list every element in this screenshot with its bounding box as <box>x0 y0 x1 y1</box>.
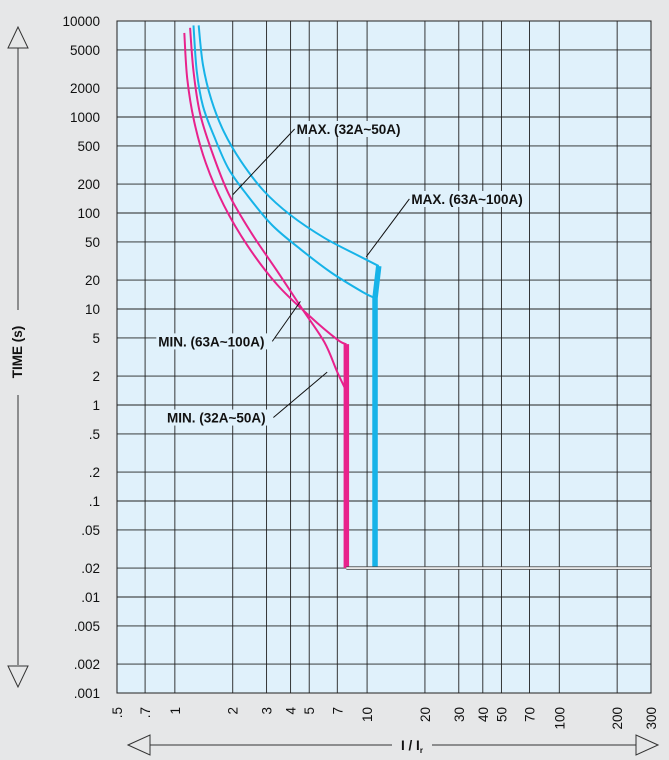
x-tick-label: 10 <box>360 707 375 722</box>
x-tick-label: 20 <box>418 707 433 722</box>
x-tick-label: 100 <box>552 707 567 730</box>
x-axis-title: I / Ir <box>401 738 423 755</box>
x-axis-arrow <box>126 734 660 756</box>
annotation-layer: MAX. (32A~50A) MAX. (63A~100A) MIN. (63A~1… <box>156 120 528 426</box>
series-min-63a-100a-line <box>183 32 347 346</box>
y-tick-label: 200 <box>77 177 100 192</box>
series-max-tripping-line <box>372 265 382 569</box>
y-tick-label: 10000 <box>62 14 100 29</box>
y-tick-label: 20 <box>85 273 100 288</box>
annotation-leader <box>365 198 410 258</box>
y-tick-label: 5000 <box>70 43 100 58</box>
x-tick-label: 3 <box>260 707 275 715</box>
annotation-label-bg <box>156 333 275 350</box>
tick-labels: .5.7 1 2 3 4 5 7 10 20 30 40 50 70 100 200 300100005000… <box>62 14 659 730</box>
x-tick-label: .7 <box>138 707 153 718</box>
annotation-label-bg <box>294 120 406 137</box>
x-tick-label: 1 <box>168 707 183 715</box>
y-tick-label: .001 <box>74 686 100 701</box>
x-tick-label: 4 <box>284 707 299 715</box>
x-tick-label: 40 <box>476 707 491 722</box>
annotation-label-bg <box>409 190 528 207</box>
annotation-label: MAX. (63A~100A) <box>411 192 522 207</box>
annotation-label: MIN. (32A~50A) <box>167 411 266 426</box>
y-tick-label: .05 <box>81 523 100 538</box>
x-tick-label: 5 <box>302 707 317 715</box>
annotation-label-bg <box>164 409 276 426</box>
x-tick-label: 2 <box>226 707 241 715</box>
y-tick-label: .01 <box>81 590 100 605</box>
x-tick-label: 200 <box>610 707 625 730</box>
y-tick-label: .005 <box>74 619 100 634</box>
y-tick-label: 1 <box>92 398 100 413</box>
x-axis-title-main: I / I <box>401 738 420 753</box>
y-tick-label: 500 <box>77 139 100 154</box>
y-tick-label: .002 <box>74 657 100 672</box>
annotation-label: MAX. (32A~50A) <box>297 122 401 137</box>
y-tick-label: 5 <box>92 331 100 346</box>
y-tick-label: 1000 <box>70 110 100 125</box>
series-max-63a-100a-line <box>197 25 380 267</box>
y-tick-label: .2 <box>89 465 100 480</box>
annotation-leader <box>271 301 301 342</box>
series-layer <box>183 25 651 570</box>
annotation-label: MIN. (63A~100A) <box>158 334 264 349</box>
y-tick-label: 50 <box>85 235 100 250</box>
annotation-leader <box>232 128 295 196</box>
y-axis-arrow <box>7 25 29 689</box>
x-tick-label: 300 <box>644 707 659 730</box>
series-max-32a-50a-line <box>192 25 376 299</box>
x-tick-label: 7 <box>330 707 345 715</box>
y-tick-label: 2000 <box>70 81 100 96</box>
x-tick-label: 70 <box>523 707 538 722</box>
series-min-32a-50a-line <box>189 27 348 392</box>
x-tick-label: .5 <box>110 707 125 718</box>
annotation-leader <box>273 371 328 418</box>
y-tick-label: 10 <box>85 302 100 317</box>
y-tick-label: .5 <box>89 427 100 442</box>
y-axis-title: TIME (s) <box>10 326 25 379</box>
y-tick-label: 100 <box>77 206 100 221</box>
y-tick-label: .02 <box>81 561 100 576</box>
x-tick-label: 50 <box>494 707 509 722</box>
y-tick-label: .1 <box>89 494 100 509</box>
y-tick-label: 2 <box>92 369 100 384</box>
x-axis-title-subscript: r <box>420 746 423 755</box>
x-tick-label: 30 <box>452 707 467 722</box>
